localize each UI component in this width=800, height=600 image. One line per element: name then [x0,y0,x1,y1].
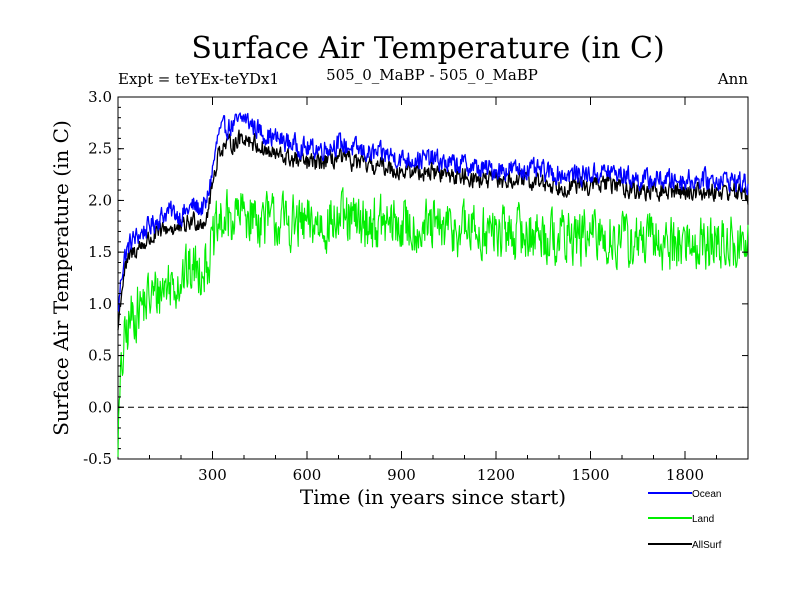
y-tick-label: 1.0 [88,295,112,313]
chart-subtitle: 505_0_MaBP - 505_0_MaBP [326,66,538,84]
x-axis-label: Time (in years since start) [300,485,566,509]
legend-label-ocean: Ocean [692,489,721,500]
chart-title: Surface Air Temperature (in C) [191,31,664,66]
y-axis: -0.5 0.0 0.5 1.0 1.5 2.0 2.5 3.0 [83,88,748,468]
legend-label-land: Land [692,514,714,525]
y-tick-label: 1.5 [88,243,112,261]
y-tick-label: 0.0 [88,398,112,416]
period-label: Ann [717,70,748,88]
x-tick-label: 1200 [477,466,515,484]
x-tick-label: 300 [198,466,227,484]
y-tick-label: -0.5 [83,450,112,468]
x-tick-label: 900 [387,466,416,484]
x-axis: 300 600 900 1200 1500 1800 [149,97,717,484]
series-line-land [117,187,749,457]
y-tick-label: 3.0 [88,88,112,106]
series-line-allsurf [117,129,749,331]
legend: Ocean Land AllSurf [648,489,722,551]
series-layer [117,112,749,457]
y-tick-label: 2.0 [88,191,112,209]
expt-label: Expt = teYEx-teYDx1 [118,70,279,88]
x-tick-label: 1800 [666,466,704,484]
legend-label-allsurf: AllSurf [692,540,722,551]
y-tick-label: 2.5 [88,140,112,158]
y-tick-label: 0.5 [88,347,112,365]
y-axis-label: Surface Air Temperature (in C) [49,120,73,436]
x-tick-label: 600 [293,466,322,484]
x-tick-label: 1500 [571,466,609,484]
series-line-ocean [117,112,749,312]
